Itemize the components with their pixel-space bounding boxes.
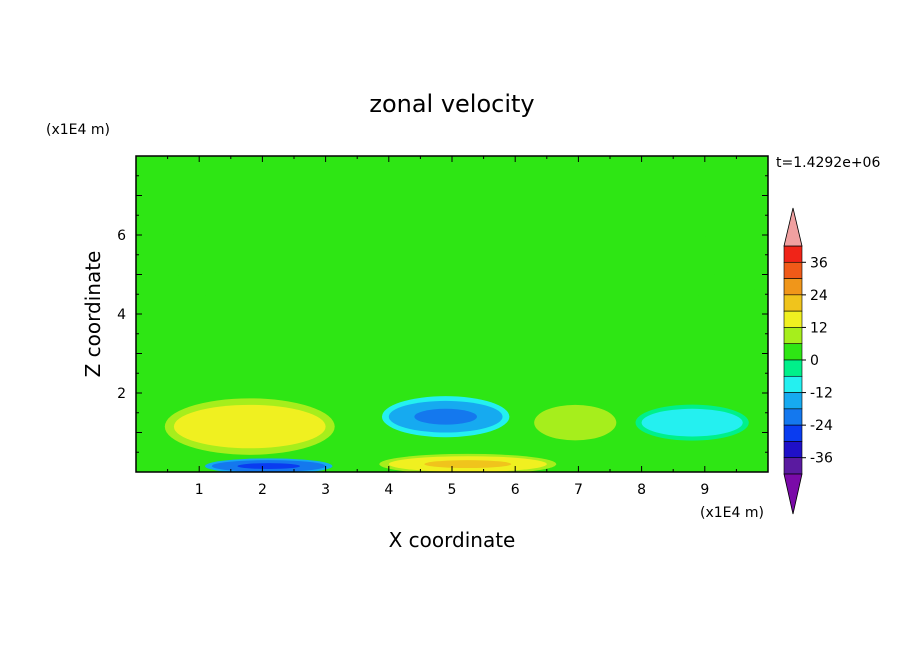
contour-region bbox=[136, 211, 768, 243]
colorbar-tick-label: -12 bbox=[810, 386, 833, 402]
colorbar-tick-label: -24 bbox=[810, 418, 833, 434]
x-tick-label: 6 bbox=[511, 482, 520, 498]
x-tick-label: 7 bbox=[574, 482, 583, 498]
contour-core bbox=[424, 460, 512, 469]
contour-core bbox=[414, 408, 477, 425]
colorbar-bin bbox=[783, 424, 803, 442]
x-tick-label: 3 bbox=[321, 482, 330, 498]
y-tick-label: 2 bbox=[117, 386, 126, 402]
colorbar-bin bbox=[783, 278, 803, 296]
colorbar-bin bbox=[783, 294, 803, 312]
time-label: t=1.4292e+06 bbox=[776, 155, 880, 171]
y-tick-label: 4 bbox=[117, 307, 126, 323]
contour-region bbox=[641, 408, 743, 437]
colorbar-bin bbox=[783, 359, 803, 377]
x-tick-label: 4 bbox=[384, 482, 393, 498]
contour-region bbox=[136, 266, 768, 303]
y-axis-label: Z coordinate bbox=[81, 251, 105, 378]
colorbar-bin bbox=[783, 245, 803, 263]
colorbar-tick-label: 12 bbox=[810, 320, 828, 336]
contour-region bbox=[173, 404, 326, 449]
contour-core bbox=[237, 463, 301, 470]
x-tick-label: 5 bbox=[448, 482, 457, 498]
colorbar-tick-label: 36 bbox=[810, 255, 828, 271]
y-units-label: (x1E4 m) bbox=[46, 122, 110, 138]
x-units-label: (x1E4 m) bbox=[700, 505, 764, 521]
colorbar-bin bbox=[783, 343, 803, 361]
colorbar-bin bbox=[783, 375, 803, 393]
colorbar: 36 24 12 0 -12 -24 -36 bbox=[783, 207, 833, 515]
colorbar-extend-max bbox=[783, 207, 803, 247]
x-axis-label: X coordinate bbox=[389, 528, 516, 552]
contour-region bbox=[534, 404, 617, 441]
colorbar-bin bbox=[783, 261, 803, 279]
colorbar-tick-label: 0 bbox=[810, 353, 819, 369]
x-tick-label: 2 bbox=[258, 482, 267, 498]
colorbar-bin bbox=[783, 408, 803, 426]
colorbar-bin bbox=[783, 327, 803, 345]
colorbar-bin bbox=[783, 310, 803, 328]
colorbar-bin bbox=[783, 441, 803, 459]
x-tick-label: 8 bbox=[637, 482, 646, 498]
contour-region bbox=[136, 171, 768, 196]
colorbar-extend-min bbox=[783, 473, 803, 515]
colorbar-bin bbox=[783, 392, 803, 410]
x-tick-label: 9 bbox=[700, 482, 709, 498]
chart-title: zonal velocity bbox=[369, 90, 534, 118]
colorbar-bin bbox=[783, 457, 803, 475]
colorbar-tick-label: 24 bbox=[810, 288, 828, 304]
y-tick-label: 6 bbox=[117, 228, 126, 244]
colorbar-tick-label: -36 bbox=[810, 451, 833, 467]
contour-field bbox=[136, 156, 768, 472]
axis-ticks: 1 2 3 4 5 6 7 8 9 2 4 6 bbox=[117, 155, 769, 498]
x-tick-label: 1 bbox=[195, 482, 204, 498]
